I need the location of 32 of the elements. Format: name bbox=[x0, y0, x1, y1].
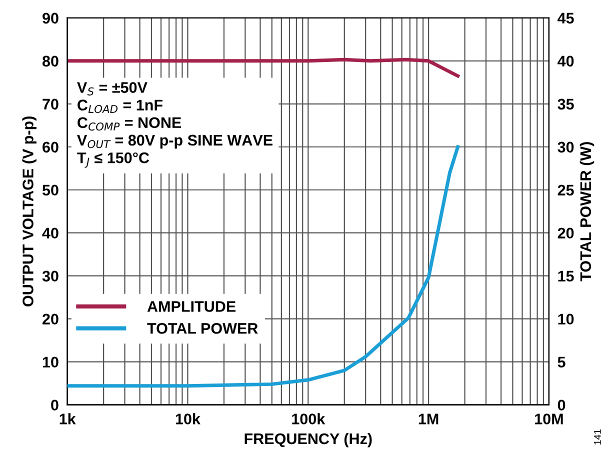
y2-tick-label: 15 bbox=[558, 270, 574, 282]
y-tick-label: 70 bbox=[42, 98, 58, 110]
y2-tick-label: 10 bbox=[558, 314, 574, 325]
y2-tick-label: 40 bbox=[558, 56, 574, 67]
y2-tick-label: 45 bbox=[558, 12, 574, 24]
y-tick-label: 90 bbox=[42, 12, 58, 24]
y2-tick-label: 20 bbox=[558, 228, 574, 239]
y-tick-label: 20 bbox=[42, 314, 58, 325]
y2-tick-label: 0 bbox=[558, 400, 566, 411]
y2-tick-label: 5 bbox=[558, 356, 566, 368]
y-tick-label: 40 bbox=[42, 228, 58, 239]
legend-label: AMPLITUDE bbox=[147, 301, 236, 312]
y-tick-label: 30 bbox=[42, 270, 58, 282]
legend-label: TOTAL POWER bbox=[147, 322, 258, 334]
y-axis-title: OUTPUT VOLTAGE (V p-p) bbox=[22, 116, 36, 306]
x-tick-label: 10M bbox=[535, 414, 563, 424]
y-tick-label: 50 bbox=[42, 184, 58, 196]
y-tick-label: 60 bbox=[42, 142, 58, 153]
y2-tick-label: 30 bbox=[558, 142, 574, 153]
y-tick-label: 0 bbox=[51, 400, 58, 411]
x-tick-label: 10k bbox=[176, 413, 200, 424]
y2-axis-title: TOTAL POWER (W) bbox=[580, 142, 594, 282]
x-tick-label: 1k bbox=[60, 413, 76, 424]
text: V$_{S}$ = ±50V C$_{LOAD}$ = 1nF C$_{COMP}$ = NONE V$_{OUT}$ = 80V p-p SINE WAVE T$_{J}$ ≤ 150°C bbox=[77, 82, 272, 168]
y-tick-label: 10 bbox=[42, 356, 58, 368]
x-tick-label: 100k bbox=[292, 413, 326, 424]
x-axis-title: FREQUENCY (Hz) bbox=[244, 432, 372, 448]
x-tick-label: 1M bbox=[418, 414, 438, 424]
text: 141 bbox=[594, 429, 601, 444]
y-tick-label: 80 bbox=[42, 56, 58, 67]
y2-tick-label: 35 bbox=[558, 98, 574, 110]
y2-tick-label: 25 bbox=[558, 184, 574, 196]
